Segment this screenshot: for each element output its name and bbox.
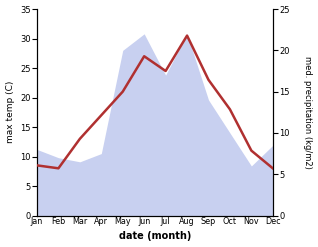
Y-axis label: max temp (C): max temp (C) xyxy=(5,81,15,144)
Y-axis label: med. precipitation (kg/m2): med. precipitation (kg/m2) xyxy=(303,56,313,169)
X-axis label: date (month): date (month) xyxy=(119,231,191,242)
